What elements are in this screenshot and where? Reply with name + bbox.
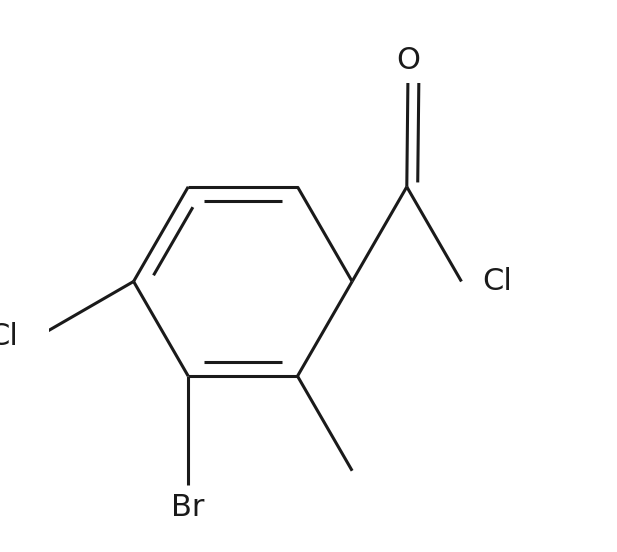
Text: Cl: Cl <box>482 267 512 296</box>
Text: Br: Br <box>172 493 205 522</box>
Text: O: O <box>396 46 420 75</box>
Text: Cl: Cl <box>0 322 18 351</box>
